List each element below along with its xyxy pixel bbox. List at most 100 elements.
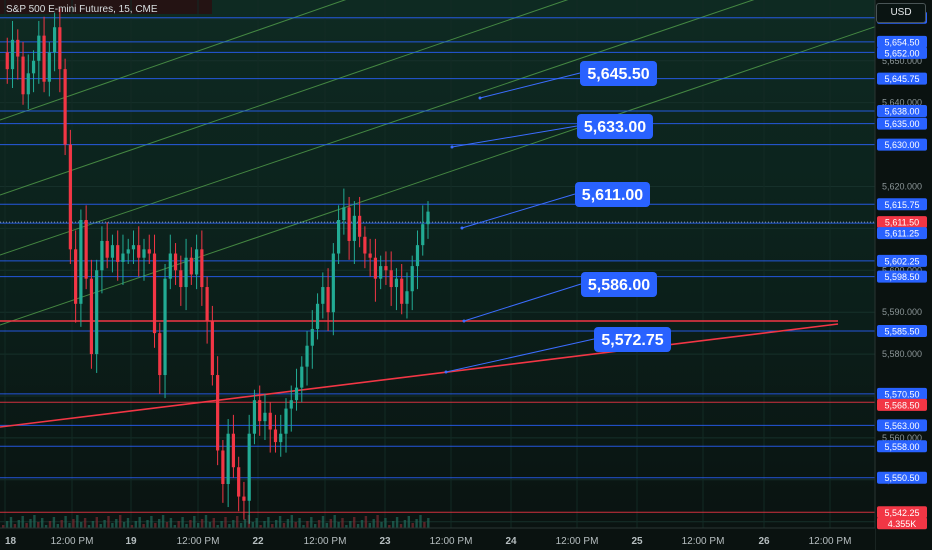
volume-bar xyxy=(267,517,270,528)
callout-label: 5,586.00 xyxy=(588,277,650,294)
x-tick-label: 12:00 PM xyxy=(682,536,725,547)
volume-bar xyxy=(83,518,87,528)
price-axis-tag xyxy=(877,72,927,85)
price-axis-tag xyxy=(877,517,927,530)
price-axis-tag xyxy=(877,35,927,48)
candle-body xyxy=(358,215,362,237)
candle-body xyxy=(216,375,220,451)
volume-bar xyxy=(130,525,134,528)
x-tick-label: 25 xyxy=(631,536,643,547)
volume-bar xyxy=(208,522,212,528)
x-tick-label: 12:00 PM xyxy=(51,536,94,547)
candle-body xyxy=(168,253,172,279)
volume-bar xyxy=(68,523,71,528)
callout-connector xyxy=(461,193,576,229)
volume-bar xyxy=(228,524,231,528)
candle-body xyxy=(205,287,209,321)
volume-bar xyxy=(2,525,5,528)
candle-body xyxy=(52,27,57,53)
y-tick-label: 5,650.000 xyxy=(882,56,922,66)
candle-body xyxy=(26,73,30,95)
price-axis-tag-label: 5,570.50 xyxy=(884,389,919,399)
callout-anchor xyxy=(478,96,482,100)
price-axis-tag-label: 5,550.50 xyxy=(884,473,919,483)
volume-bar xyxy=(91,521,95,528)
candle-body xyxy=(63,69,67,145)
price-axis-tag-label: 5,568.50 xyxy=(884,400,919,410)
y-tick-label: 5,580.000 xyxy=(882,349,922,359)
candle-body xyxy=(16,39,20,57)
volume-bar xyxy=(197,523,200,528)
volume-bar xyxy=(423,522,426,528)
x-tick-label: 12:00 PM xyxy=(304,536,347,547)
candle-body xyxy=(47,52,51,82)
price-axis-tag-label: 5,645.75 xyxy=(884,74,919,84)
candle-body xyxy=(74,249,78,304)
candle-body xyxy=(126,249,130,254)
price-axis-tag xyxy=(877,254,927,267)
x-tick-label: 12:00 PM xyxy=(556,536,599,547)
callout-label: 5,645.50 xyxy=(587,66,649,83)
callout-box xyxy=(581,272,657,297)
callout-box xyxy=(577,114,653,139)
trend-channel-line xyxy=(0,0,755,256)
volume-bar xyxy=(275,520,278,528)
price-axis-tag-label: 5,630.00 xyxy=(884,140,919,150)
volume-bar xyxy=(380,522,383,528)
candle-body xyxy=(305,345,309,367)
volume-bar xyxy=(302,525,305,528)
candle-body xyxy=(158,333,162,376)
x-tick-label: 12:00 PM xyxy=(177,536,220,547)
volume-bar xyxy=(181,517,184,528)
volume-bar xyxy=(5,521,9,528)
x-tick-label: 12:00 PM xyxy=(430,536,473,547)
price-axis-tag-label: 5,615.75 xyxy=(884,200,919,210)
volume-bar xyxy=(337,522,340,528)
candle-body xyxy=(394,278,399,288)
callout-label: 5,611.00 xyxy=(582,187,644,204)
candle-body xyxy=(231,433,236,468)
volume-bar xyxy=(298,518,301,528)
callout-box xyxy=(594,327,671,352)
volume-bar xyxy=(103,520,106,528)
volume-bar xyxy=(376,515,379,528)
volume-bar xyxy=(419,515,422,528)
volume-bar xyxy=(263,521,266,528)
currency-button[interactable]: USD xyxy=(876,3,926,23)
volume-bar xyxy=(99,524,102,528)
volume-bar xyxy=(395,517,399,528)
volume-bar xyxy=(37,522,40,528)
price-axis-tag xyxy=(877,216,927,229)
price-axis-tag xyxy=(877,270,927,283)
price-axis-tag xyxy=(877,419,927,432)
candle-body xyxy=(352,215,356,241)
candle-body xyxy=(400,278,404,304)
candle-body xyxy=(263,412,267,422)
volume-bar xyxy=(13,524,17,528)
candle-body xyxy=(363,236,367,254)
candle-body xyxy=(147,249,151,254)
volume-bar xyxy=(17,520,20,528)
volume-bar xyxy=(111,523,114,528)
price-axis-tag-label: 5,542.25 xyxy=(884,508,919,518)
candle-body xyxy=(131,245,136,250)
candle-body xyxy=(247,433,251,501)
price-axis-tag-label: 5,585.50 xyxy=(884,327,919,337)
candle-body xyxy=(294,387,299,401)
volume-bar xyxy=(185,524,188,528)
volume-bar xyxy=(341,518,344,528)
price-axis-tag xyxy=(877,138,927,151)
candle-body xyxy=(336,220,341,254)
candle-body xyxy=(105,240,109,258)
callout-connector xyxy=(445,338,595,373)
volume-bar xyxy=(236,516,239,528)
candle-body xyxy=(226,433,230,484)
volume-bar xyxy=(122,522,126,528)
volume-bar xyxy=(415,519,418,528)
volume-bar xyxy=(388,525,391,528)
price-axis-tag-label: 5,611.50 xyxy=(885,218,919,228)
callout-label: 5,633.00 xyxy=(584,119,646,136)
callout-anchor xyxy=(462,319,466,323)
